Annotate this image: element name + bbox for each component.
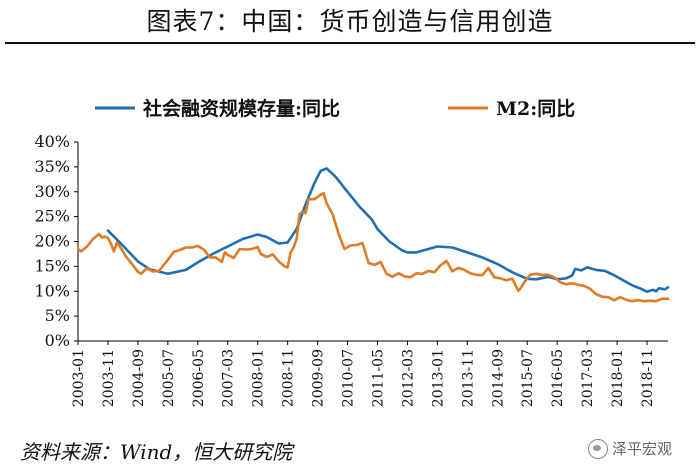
series-line-2 bbox=[76, 191, 670, 303]
y-tick-label: 20% bbox=[34, 232, 70, 251]
watermark-text: 泽平宏观 bbox=[612, 440, 673, 458]
x-tick-label: 2007-03 bbox=[221, 349, 237, 407]
title-divider bbox=[5, 42, 695, 44]
x-tick-label: 2013-11 bbox=[460, 349, 476, 407]
x-tick-label: 2013-01 bbox=[430, 349, 446, 407]
x-tick-label: 2003-01 bbox=[71, 349, 87, 407]
x-tick-label: 2017-03 bbox=[580, 349, 596, 407]
x-tick-label: 2018-11 bbox=[640, 349, 656, 407]
x-tick-label: 2018-01 bbox=[610, 349, 626, 407]
x-tick-label: 2010-07 bbox=[341, 349, 357, 407]
x-tick-label: 2009-09 bbox=[311, 349, 327, 407]
x-tick-label: 2008-01 bbox=[251, 349, 267, 407]
x-tick-label: 2004-09 bbox=[131, 349, 147, 407]
legend-label: 社会融资规模存量:同比 bbox=[142, 97, 340, 120]
x-tick-label: 2005-07 bbox=[161, 349, 177, 407]
series-line-1 bbox=[106, 167, 670, 293]
chart-title: 图表7：中国：货币创造与信用创造 bbox=[146, 7, 554, 36]
y-tick-label: 0% bbox=[45, 331, 70, 350]
x-tick-label: 2011-05 bbox=[370, 349, 386, 407]
x-tick-label: 2012-03 bbox=[400, 349, 416, 407]
x-tick-label: 2006-05 bbox=[191, 349, 207, 407]
wechat-icon bbox=[588, 438, 608, 459]
x-tick-label: 2016-05 bbox=[550, 349, 566, 407]
y-tick-label: 10% bbox=[34, 281, 70, 300]
x-tick-label: 2015-07 bbox=[520, 349, 536, 407]
y-tick-label: 30% bbox=[34, 182, 70, 201]
y-tick-label: 40% bbox=[34, 132, 70, 151]
y-tick-label: 5% bbox=[45, 306, 70, 325]
watermark: 泽平宏观 bbox=[588, 438, 672, 459]
legend-label: M2:同比 bbox=[496, 98, 575, 120]
y-tick-label: 25% bbox=[34, 207, 70, 226]
y-tick-label: 35% bbox=[34, 157, 70, 176]
x-tick-label: 2008-11 bbox=[281, 349, 297, 407]
source-note: 资料来源：Wind，恒大研究院 bbox=[20, 440, 293, 464]
y-tick-label: 15% bbox=[34, 256, 70, 275]
x-tick-label: 2003-11 bbox=[101, 349, 117, 407]
x-tick-label: 2014-09 bbox=[490, 349, 506, 407]
